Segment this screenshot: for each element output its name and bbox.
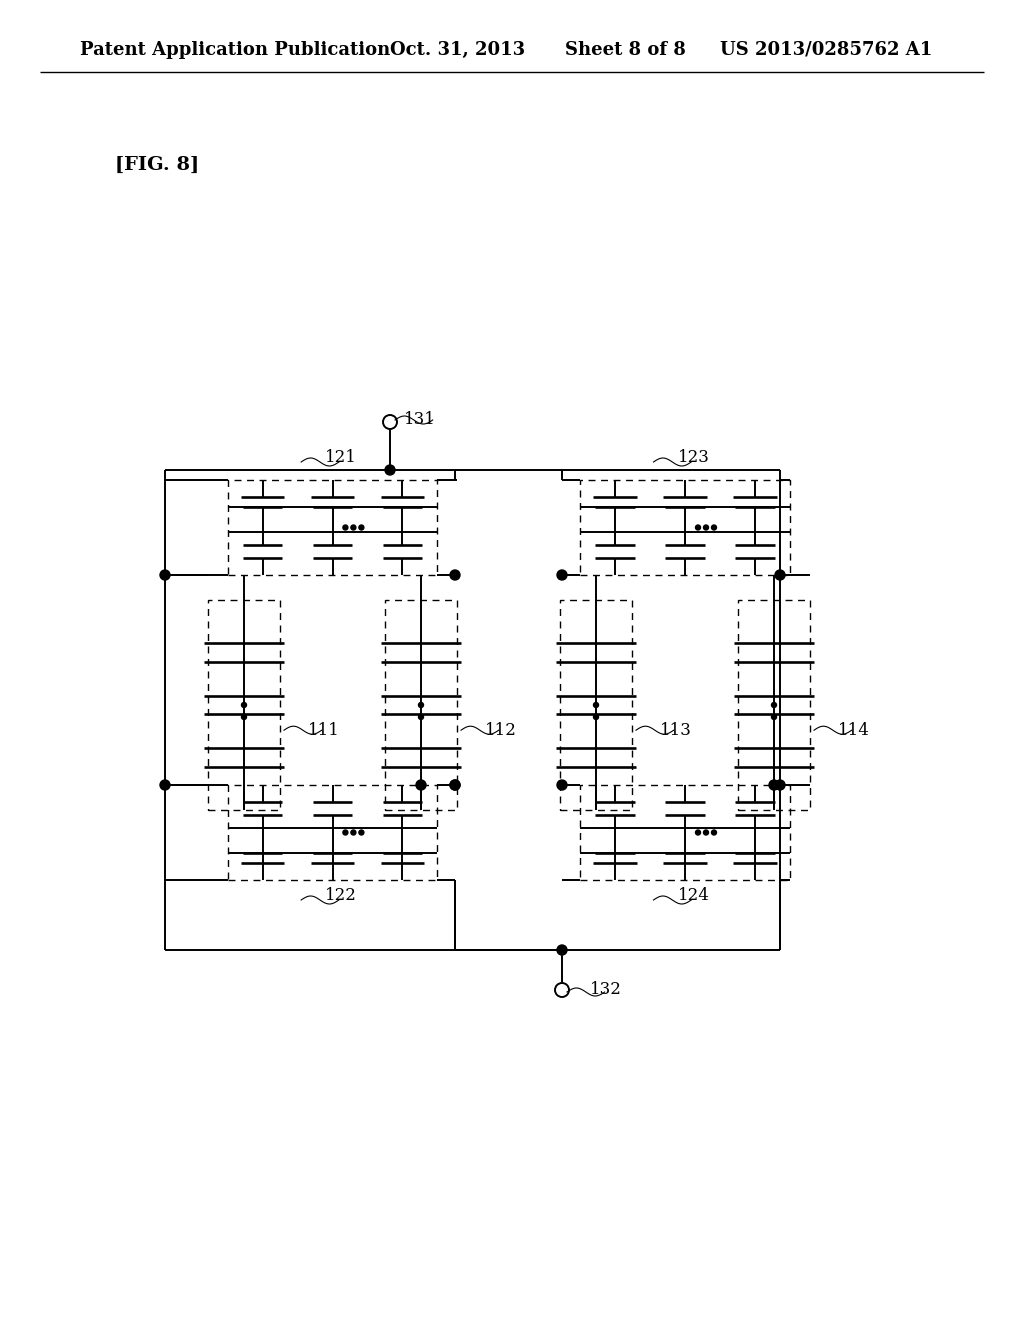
Text: Patent Application Publication: Patent Application Publication bbox=[80, 41, 390, 59]
Text: 122: 122 bbox=[326, 887, 357, 904]
Circle shape bbox=[343, 830, 348, 836]
Bar bbox=[738, 601, 810, 810]
Circle shape bbox=[712, 525, 717, 531]
Circle shape bbox=[419, 714, 424, 719]
Circle shape bbox=[450, 780, 460, 789]
Text: 111: 111 bbox=[308, 722, 340, 739]
Text: 114: 114 bbox=[838, 722, 869, 739]
Text: 112: 112 bbox=[485, 722, 517, 739]
Circle shape bbox=[695, 830, 700, 836]
Circle shape bbox=[557, 945, 567, 954]
Circle shape bbox=[358, 525, 364, 531]
Circle shape bbox=[160, 570, 170, 579]
Circle shape bbox=[242, 702, 247, 708]
Text: 121: 121 bbox=[326, 450, 357, 466]
Bar bbox=[228, 480, 437, 576]
Circle shape bbox=[775, 780, 785, 789]
Circle shape bbox=[703, 525, 709, 531]
Circle shape bbox=[242, 714, 247, 719]
Circle shape bbox=[703, 830, 709, 836]
Circle shape bbox=[450, 570, 460, 579]
Circle shape bbox=[557, 780, 567, 789]
Circle shape bbox=[712, 830, 717, 836]
Text: 132: 132 bbox=[590, 982, 622, 998]
Bar bbox=[580, 785, 790, 880]
Circle shape bbox=[343, 525, 348, 531]
Circle shape bbox=[775, 570, 785, 579]
Bar bbox=[580, 480, 790, 576]
Text: Oct. 31, 2013: Oct. 31, 2013 bbox=[390, 41, 525, 59]
Circle shape bbox=[771, 714, 776, 719]
Circle shape bbox=[771, 702, 776, 708]
Circle shape bbox=[557, 570, 567, 579]
Text: Sheet 8 of 8: Sheet 8 of 8 bbox=[565, 41, 686, 59]
Circle shape bbox=[450, 780, 460, 789]
Bar bbox=[560, 601, 632, 810]
Text: [FIG. 8]: [FIG. 8] bbox=[115, 156, 200, 174]
Circle shape bbox=[594, 702, 598, 708]
Circle shape bbox=[416, 780, 426, 789]
Bar bbox=[228, 785, 437, 880]
Bar bbox=[208, 601, 280, 810]
Circle shape bbox=[695, 525, 700, 531]
Bar bbox=[385, 601, 457, 810]
Circle shape bbox=[160, 780, 170, 789]
Text: 123: 123 bbox=[678, 450, 710, 466]
Text: 131: 131 bbox=[404, 412, 436, 429]
Circle shape bbox=[358, 830, 364, 836]
Circle shape bbox=[769, 780, 779, 789]
Circle shape bbox=[419, 702, 424, 708]
Circle shape bbox=[385, 465, 395, 475]
Text: 124: 124 bbox=[678, 887, 710, 904]
Text: US 2013/0285762 A1: US 2013/0285762 A1 bbox=[720, 41, 932, 59]
Circle shape bbox=[594, 714, 598, 719]
Circle shape bbox=[351, 525, 356, 531]
Text: 113: 113 bbox=[660, 722, 692, 739]
Circle shape bbox=[351, 830, 356, 836]
